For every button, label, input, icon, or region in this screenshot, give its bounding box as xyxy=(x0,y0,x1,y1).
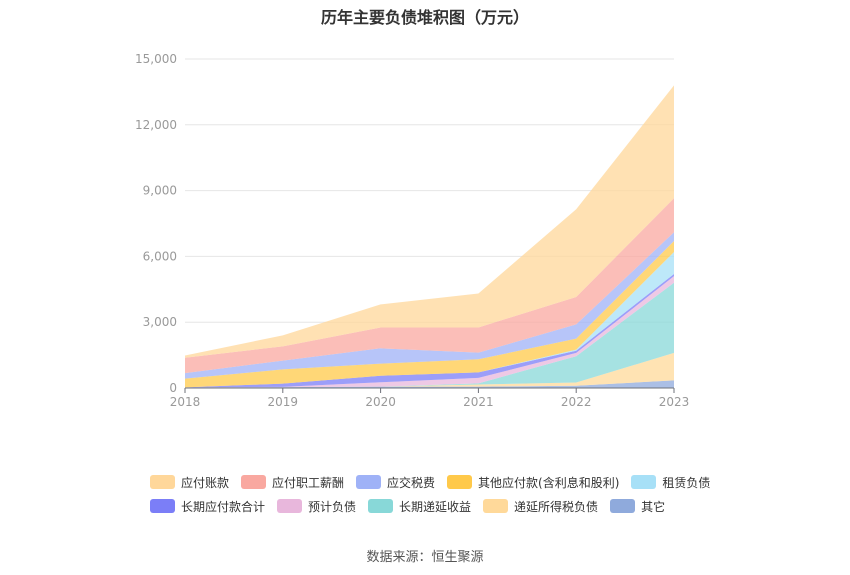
legend-label: 应付账款 xyxy=(181,475,230,490)
area-series-预计负债[interactable] xyxy=(185,276,674,388)
legend-label: 其它 xyxy=(641,499,666,514)
y-tick-label: 15,000 xyxy=(135,52,177,66)
legend-swatch xyxy=(277,499,303,513)
axes: 0 3,000 6,000 9,000 12,000 15,000 2018 2019 2020… xyxy=(135,52,689,409)
legend-swatch xyxy=(447,475,473,489)
area-series-应付账款[interactable] xyxy=(185,85,674,358)
area-series xyxy=(185,85,674,388)
chart-title: 历年主要负债堆积图（万元） xyxy=(320,8,529,27)
legend-label: 应交税费 xyxy=(387,475,436,490)
legend-item[interactable]: 应付账款 xyxy=(150,474,229,491)
legend-label: 应付职工薪酬 xyxy=(272,475,345,490)
legend-label: 租赁负债 xyxy=(662,475,711,490)
x-tick-label: 2023 xyxy=(659,395,690,409)
legend-label: 预计负债 xyxy=(308,499,357,514)
legend-item[interactable]: 租赁负债 xyxy=(631,474,710,491)
x-tick-label: 2018 xyxy=(170,395,201,409)
area-series-其它[interactable] xyxy=(185,380,674,388)
legend-swatch xyxy=(241,475,267,489)
legend-label: 其他应付款(含利息和股利) xyxy=(478,475,620,490)
x-tick-label: 2019 xyxy=(268,395,299,409)
area-series-应付职工薪酬[interactable] xyxy=(185,198,674,374)
legend-swatch xyxy=(631,475,657,489)
y-tick-label: 6,000 xyxy=(143,249,177,263)
y-tick-label: 0 xyxy=(169,381,177,395)
legend: 应付账款 应付职工薪酬 应交税费 其他应付款(含利息和股利) 租赁负债长期应付款合计 预计… xyxy=(150,470,740,518)
legend-item[interactable]: 应交税费 xyxy=(356,474,435,491)
legend-item[interactable]: 递延所得税负债 xyxy=(483,498,598,515)
y-tick-label: 9,000 xyxy=(143,184,177,198)
legend-swatch xyxy=(483,499,509,513)
x-tick-label: 2021 xyxy=(463,395,494,409)
legend-swatch xyxy=(356,475,382,489)
x-tick-label: 2020 xyxy=(365,395,396,409)
legend-swatch xyxy=(150,475,175,489)
legend-label: 长期递延收益 xyxy=(399,499,472,514)
x-tick-label: 2022 xyxy=(561,395,592,409)
legend-item[interactable]: 长期应付款合计 xyxy=(150,498,265,515)
y-tick-label: 3,000 xyxy=(143,315,177,329)
legend-row: 长期应付款合计 预计负债 长期递延收益 递延所得税负债 其它 xyxy=(150,494,740,518)
data-source-note: 数据来源：恒生聚源 xyxy=(366,550,484,565)
legend-swatch xyxy=(150,499,175,513)
legend-item[interactable]: 其它 xyxy=(610,498,665,515)
legend-swatch xyxy=(610,499,636,513)
legend-swatch xyxy=(368,499,394,513)
legend-item[interactable]: 其他应付款(含利息和股利) xyxy=(447,474,619,491)
y-tick-label: 12,000 xyxy=(135,118,177,132)
area-series-应交税费[interactable] xyxy=(185,232,674,379)
legend-label: 长期应付款合计 xyxy=(181,499,266,514)
area-series-其他应付款(含利息和股利)[interactable] xyxy=(185,241,674,388)
legend-item[interactable]: 长期递延收益 xyxy=(368,498,471,515)
legend-item[interactable]: 应付职工薪酬 xyxy=(241,474,344,491)
legend-item[interactable]: 预计负债 xyxy=(277,498,356,515)
legend-label: 递延所得税负债 xyxy=(514,499,599,514)
area-series-长期应付款合计[interactable] xyxy=(185,273,674,388)
legend-row: 应付账款 应付职工薪酬 应交税费 其他应付款(含利息和股利) 租赁负债 xyxy=(150,470,740,494)
